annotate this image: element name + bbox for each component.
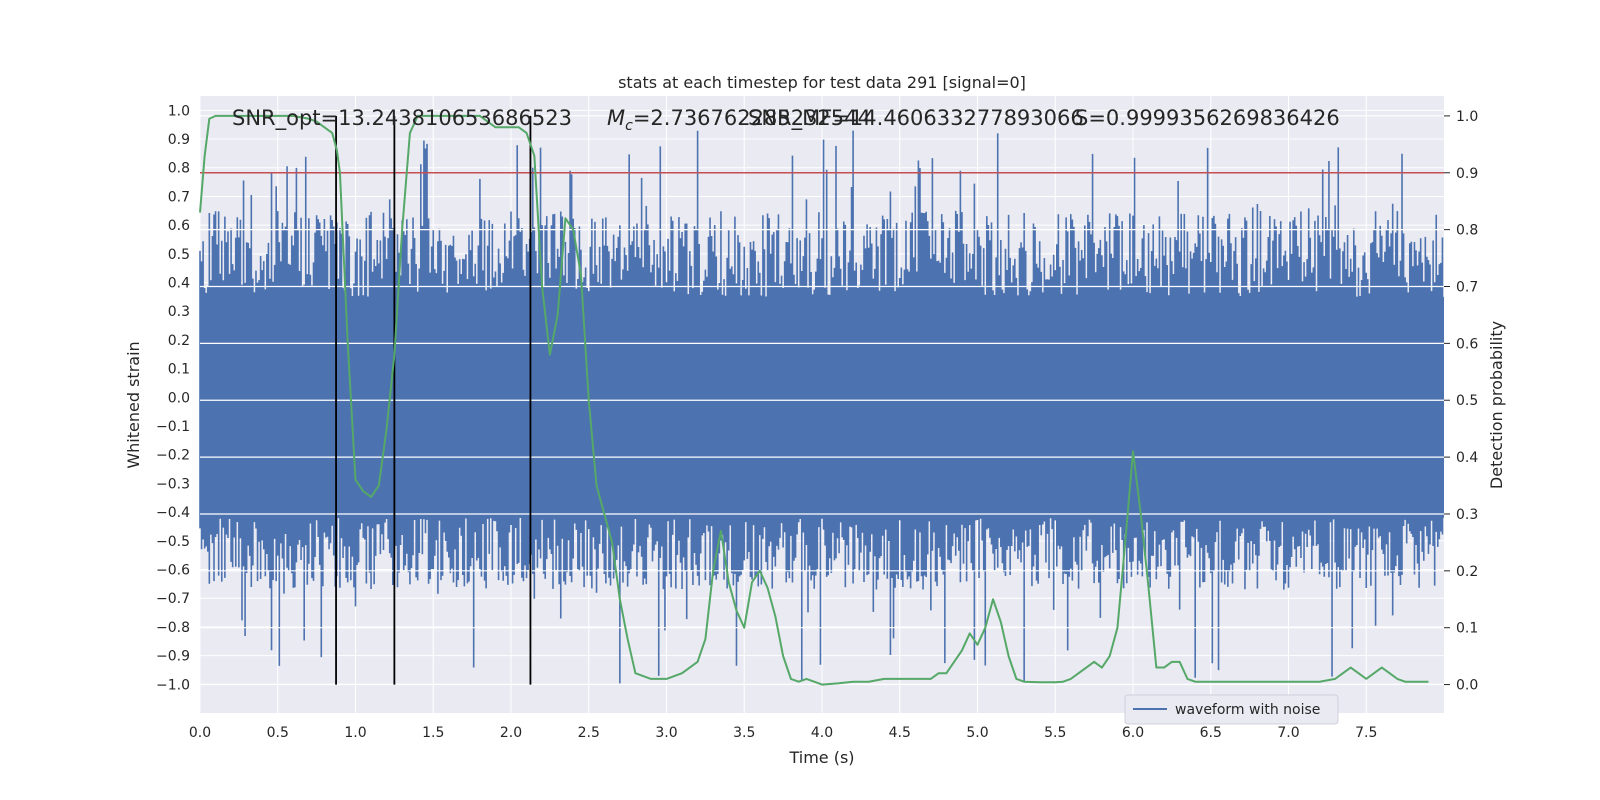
x-tick-label: 6.5: [1200, 725, 1222, 741]
legend: waveform with noise: [1124, 694, 1339, 725]
annotation-snr-mf: SNR_MF=14.460633277893066: [748, 106, 1084, 131]
y-tick-label-left: 0.8: [168, 161, 190, 177]
x-tick-label: 5.5: [1044, 725, 1066, 741]
chirp-mass-symbol: M: [607, 106, 625, 130]
y-axis-label-left: Whitened strain: [124, 341, 143, 468]
x-tick-label: 3.0: [655, 725, 677, 741]
y-tick-label-left: 0.7: [168, 189, 190, 205]
legend-label-waveform: waveform with noise: [1175, 702, 1320, 718]
y-tick-label-left: 0.0: [168, 390, 190, 406]
chart-title: stats at each timestep for test data 291…: [618, 73, 1026, 92]
chirp-mass-subscript: c: [625, 118, 633, 134]
y-tick-label-left: −1.0: [156, 677, 190, 693]
y-tick-label-right: 0.9: [1456, 166, 1478, 182]
chirp-mass-value: =2.736762285232544: [633, 106, 871, 130]
annotation-snr-opt: SNR_opt=13.243810653686523: [232, 106, 572, 131]
y-tick-label-right: 0.7: [1456, 280, 1478, 296]
y-tick-label-left: 0.6: [168, 218, 190, 234]
y-tick-label-left: −0.1: [156, 419, 190, 435]
y-tick-label-right: 0.6: [1456, 336, 1478, 352]
y-tick-label-right: 0.0: [1456, 678, 1478, 694]
waveform-dense-band: [200, 296, 1444, 518]
y-tick-label-left: −0.7: [156, 591, 190, 607]
x-axis-label: Time (s): [788, 748, 854, 767]
y-tick-label-right: 0.2: [1456, 564, 1478, 580]
detection-probability-series: [199, 114, 1429, 686]
y-tick-label-right: 0.8: [1456, 223, 1478, 239]
x-tick-label: 1.5: [422, 725, 444, 741]
y-tick-label-left: −0.5: [156, 534, 190, 550]
detection-probability-line: [199, 114, 1429, 686]
y-tick-label-left: 0.3: [168, 304, 190, 320]
y-tick-label-left: −0.4: [156, 505, 190, 521]
y-tick-label-right: 0.3: [1456, 507, 1478, 523]
x-tick-label: 5.0: [966, 725, 988, 741]
annotation-chirp-mass: Mc=2.736762285232544: [607, 106, 871, 134]
y-tick-label-left: −0.8: [156, 620, 190, 636]
x-tick-label: 4.0: [811, 725, 833, 741]
y-tick-label-left: 0.5: [168, 247, 190, 263]
y-tick-label-left: −0.9: [156, 649, 190, 665]
y-tick-label-right: 0.5: [1456, 393, 1478, 409]
y-tick-label-left: 0.2: [168, 333, 190, 349]
annotation-s: S=0.9999356269836426: [1075, 106, 1340, 130]
y-tick-label-left: 1.0: [168, 103, 190, 119]
y-tick-label-right: 0.1: [1456, 621, 1478, 637]
y-tick-label-left: 0.9: [168, 132, 190, 148]
y-tick-label-right: 1.0: [1456, 109, 1478, 125]
y-tick-label-left: 0.4: [168, 276, 190, 292]
y-tick-label-left: −0.3: [156, 476, 190, 492]
x-tick-label: 1.0: [344, 725, 366, 741]
x-tick-label: 3.5: [733, 725, 755, 741]
y-axis-label-right: Detection probability: [1487, 321, 1506, 489]
overlay-lines: [200, 115, 1444, 686]
axes: 0.0 0.5 1.0 1.5 2.0 2.5 3.0 3.5 4.0 4.5 5.0 5.5 6.0 6…: [156, 103, 1478, 741]
x-tick-label: 0.5: [267, 725, 289, 741]
x-tick-label: 6.0: [1122, 725, 1144, 741]
y-tick-label-left: −0.2: [156, 448, 190, 464]
x-tick-label: 2.0: [500, 725, 522, 741]
x-tick-label: 2.5: [578, 725, 600, 741]
x-tick-label: 7.0: [1277, 725, 1299, 741]
y-tick-label-right: 0.4: [1456, 450, 1478, 466]
y-tick-label-left: 0.1: [168, 362, 190, 378]
legend-box: [1124, 694, 1339, 725]
waveform-with-noise-series: [199, 130, 1444, 684]
x-tick-label: 4.5: [889, 725, 911, 741]
x-tick-label: 0.0: [189, 725, 211, 741]
y-tick-label-left: −0.6: [156, 563, 190, 579]
x-tick-label: 7.5: [1355, 725, 1377, 741]
